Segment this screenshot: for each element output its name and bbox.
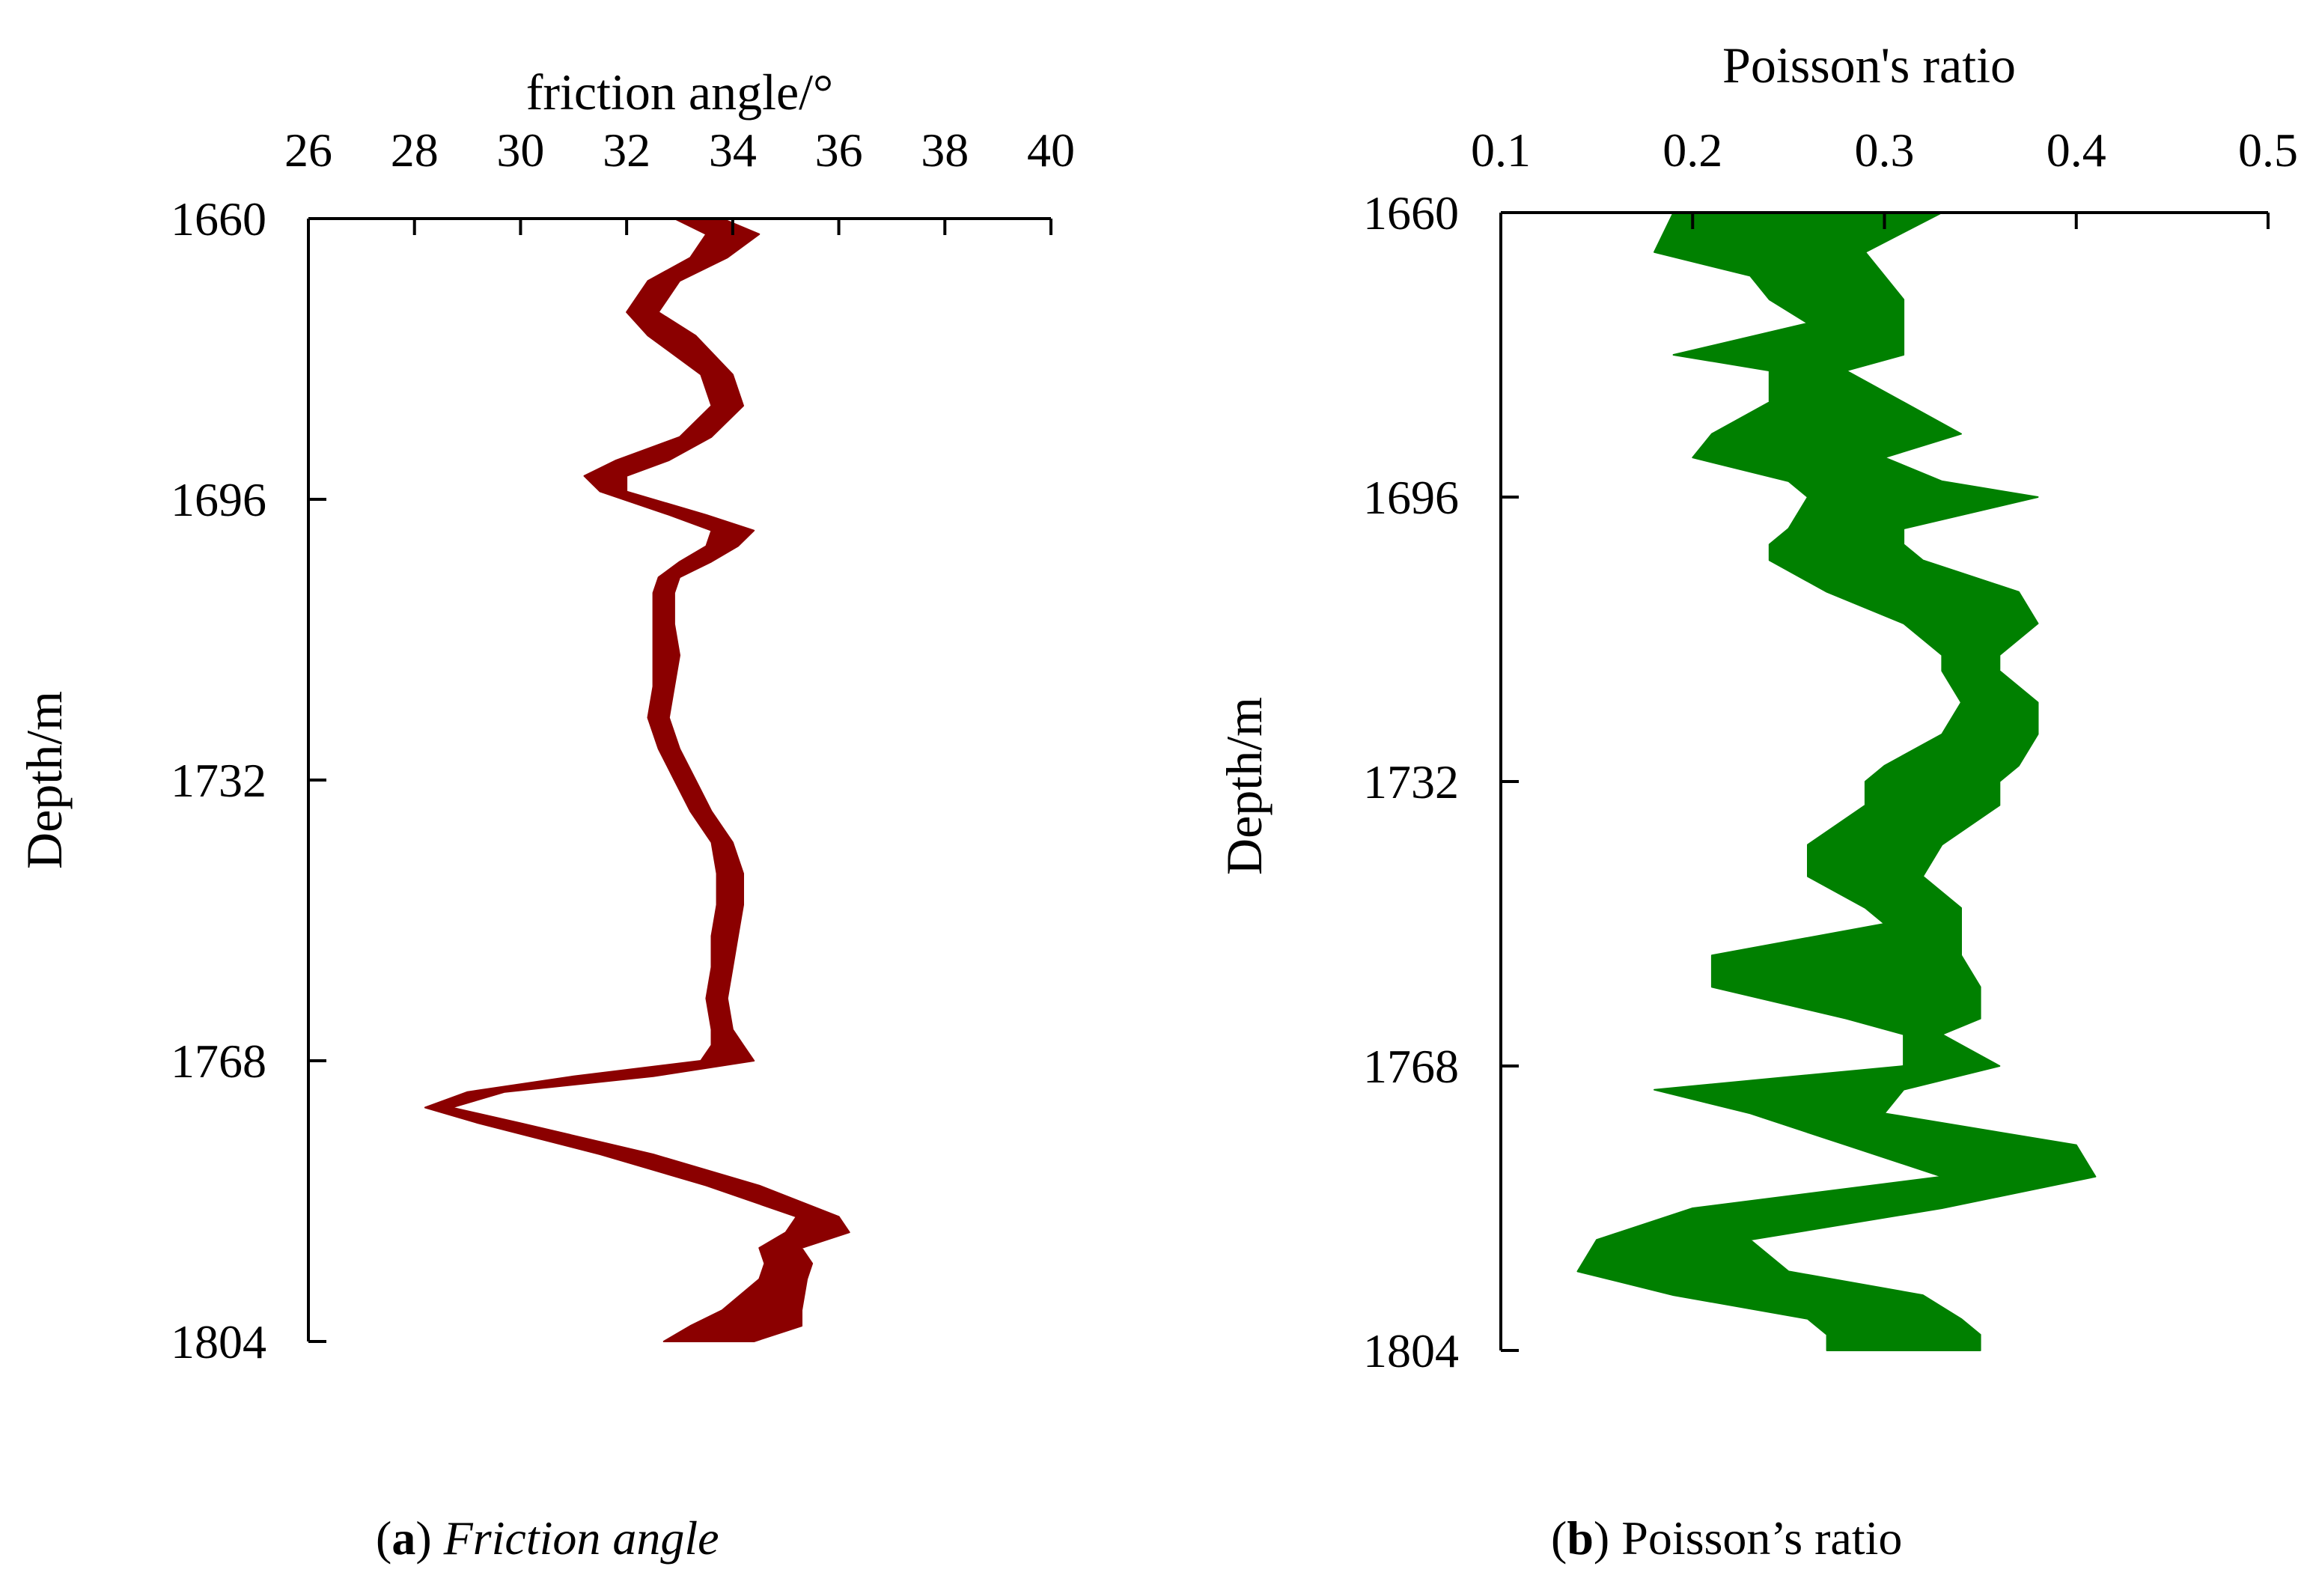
chart-friction-angle: 26 28 30 32 34 36 38 40 1660 1696 1732 1768 1804 fric… (16, 64, 1075, 1368)
y-tick-label: 1660 (171, 192, 266, 246)
y-tick-label: 1768 (1363, 1040, 1459, 1093)
x-tick-label: 38 (921, 124, 969, 177)
y-tick-label: 1696 (1363, 471, 1459, 524)
y-tick-label: 1804 (1363, 1324, 1459, 1377)
y-tick-label: 1660 (1363, 186, 1459, 240)
y-axis-title: Depth/m (1216, 697, 1273, 875)
caption-letter: b (1567, 1511, 1594, 1565)
x-tick-label: 0.1 (1471, 124, 1531, 177)
x-tick-label: 34 (709, 124, 757, 177)
x-tick-label: 30 (496, 124, 544, 177)
caption-letter: a (391, 1511, 416, 1565)
y-tick-label: 1804 (171, 1315, 266, 1368)
x-axis-title: Poisson's ratio (1722, 37, 2016, 94)
caption-a: (a) Friction angle (376, 1511, 719, 1565)
x-axis-title: friction angle/° (526, 64, 834, 121)
x-tick-label: 0.2 (1663, 124, 1722, 177)
data-band (424, 218, 850, 1342)
x-tick-label: 28 (391, 124, 439, 177)
y-axis-title: Depth/m (16, 691, 73, 869)
x-tick-label: 0.3 (1855, 124, 1915, 177)
x-tick-label: 26 (284, 124, 332, 177)
caption-text: Poisson’s ratio (1621, 1511, 1903, 1565)
caption-b: (b) Poisson’s ratio (1551, 1511, 1903, 1565)
y-tick-label: 1768 (171, 1035, 266, 1088)
y-tick-label: 1732 (1363, 755, 1459, 808)
x-tick-label: 40 (1027, 124, 1075, 177)
x-tick-label: 32 (603, 124, 650, 177)
data-band (1576, 212, 2097, 1351)
y-tick-label: 1696 (171, 473, 266, 526)
y-tick-label: 1732 (171, 754, 266, 807)
x-tick-label: 0.5 (2238, 124, 2298, 177)
chart-poissons-ratio: 0.1 0.2 0.3 0.4 0.5 1660 1696 1732 1768 1804 Poiss… (1216, 37, 2298, 1377)
x-tick-label: 36 (815, 124, 863, 177)
caption-text: Friction angle (443, 1511, 719, 1565)
x-tick-label: 0.4 (2047, 124, 2106, 177)
